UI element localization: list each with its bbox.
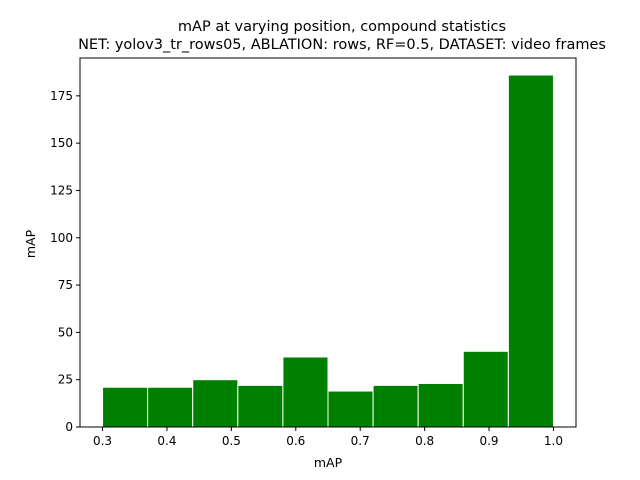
y-tick-label: 100 — [50, 231, 73, 245]
y-tick-label: 125 — [50, 183, 73, 197]
histogram-bar-1 — [102, 386, 149, 428]
y-tick-label: 50 — [58, 325, 73, 339]
histogram-bar-8 — [417, 382, 464, 428]
histogram-bar-10 — [507, 74, 554, 428]
x-tick-label: 0.5 — [222, 434, 241, 448]
x-ticks-group: 0.3 0.4 0.5 0.6 0.7 0.8 0.9 1.0 — [93, 427, 563, 448]
histogram-bar-2 — [147, 386, 194, 428]
chart-title: mAP at varying position, compound statis… — [178, 19, 506, 35]
histogram-bar-3 — [192, 379, 239, 428]
bars-group — [102, 74, 554, 428]
histogram-bar-7 — [372, 384, 419, 428]
plot-frame — [79, 57, 577, 428]
x-tick-label: 0.6 — [286, 434, 305, 448]
histogram-bar-5 — [282, 356, 329, 428]
x-tick-label: 1.0 — [544, 434, 563, 448]
histogram-bar-6 — [327, 390, 374, 428]
histogram-bar-9 — [462, 350, 509, 428]
chart-subtitle: NET: yolov3_tr_rows05, ABLATION: rows, R… — [78, 37, 606, 53]
x-tick-label: 0.7 — [351, 434, 370, 448]
y-axis-label: mAP — [23, 229, 38, 258]
x-axis-label: mAP — [314, 455, 343, 470]
y-ticks-group: 0 25 50 75 100 125 150 175 — [50, 89, 80, 434]
y-tick-label: 0 — [65, 420, 73, 434]
x-tick-label: 0.8 — [415, 434, 434, 448]
y-tick-label: 75 — [58, 278, 73, 292]
y-tick-label: 175 — [50, 89, 73, 103]
x-tick-label: 0.9 — [479, 434, 498, 448]
y-tick-label: 25 — [58, 373, 73, 387]
histogram-bar-4 — [237, 384, 284, 428]
x-tick-label: 0.4 — [157, 434, 176, 448]
y-tick-label: 150 — [50, 136, 73, 150]
x-tick-label: 0.3 — [93, 434, 112, 448]
